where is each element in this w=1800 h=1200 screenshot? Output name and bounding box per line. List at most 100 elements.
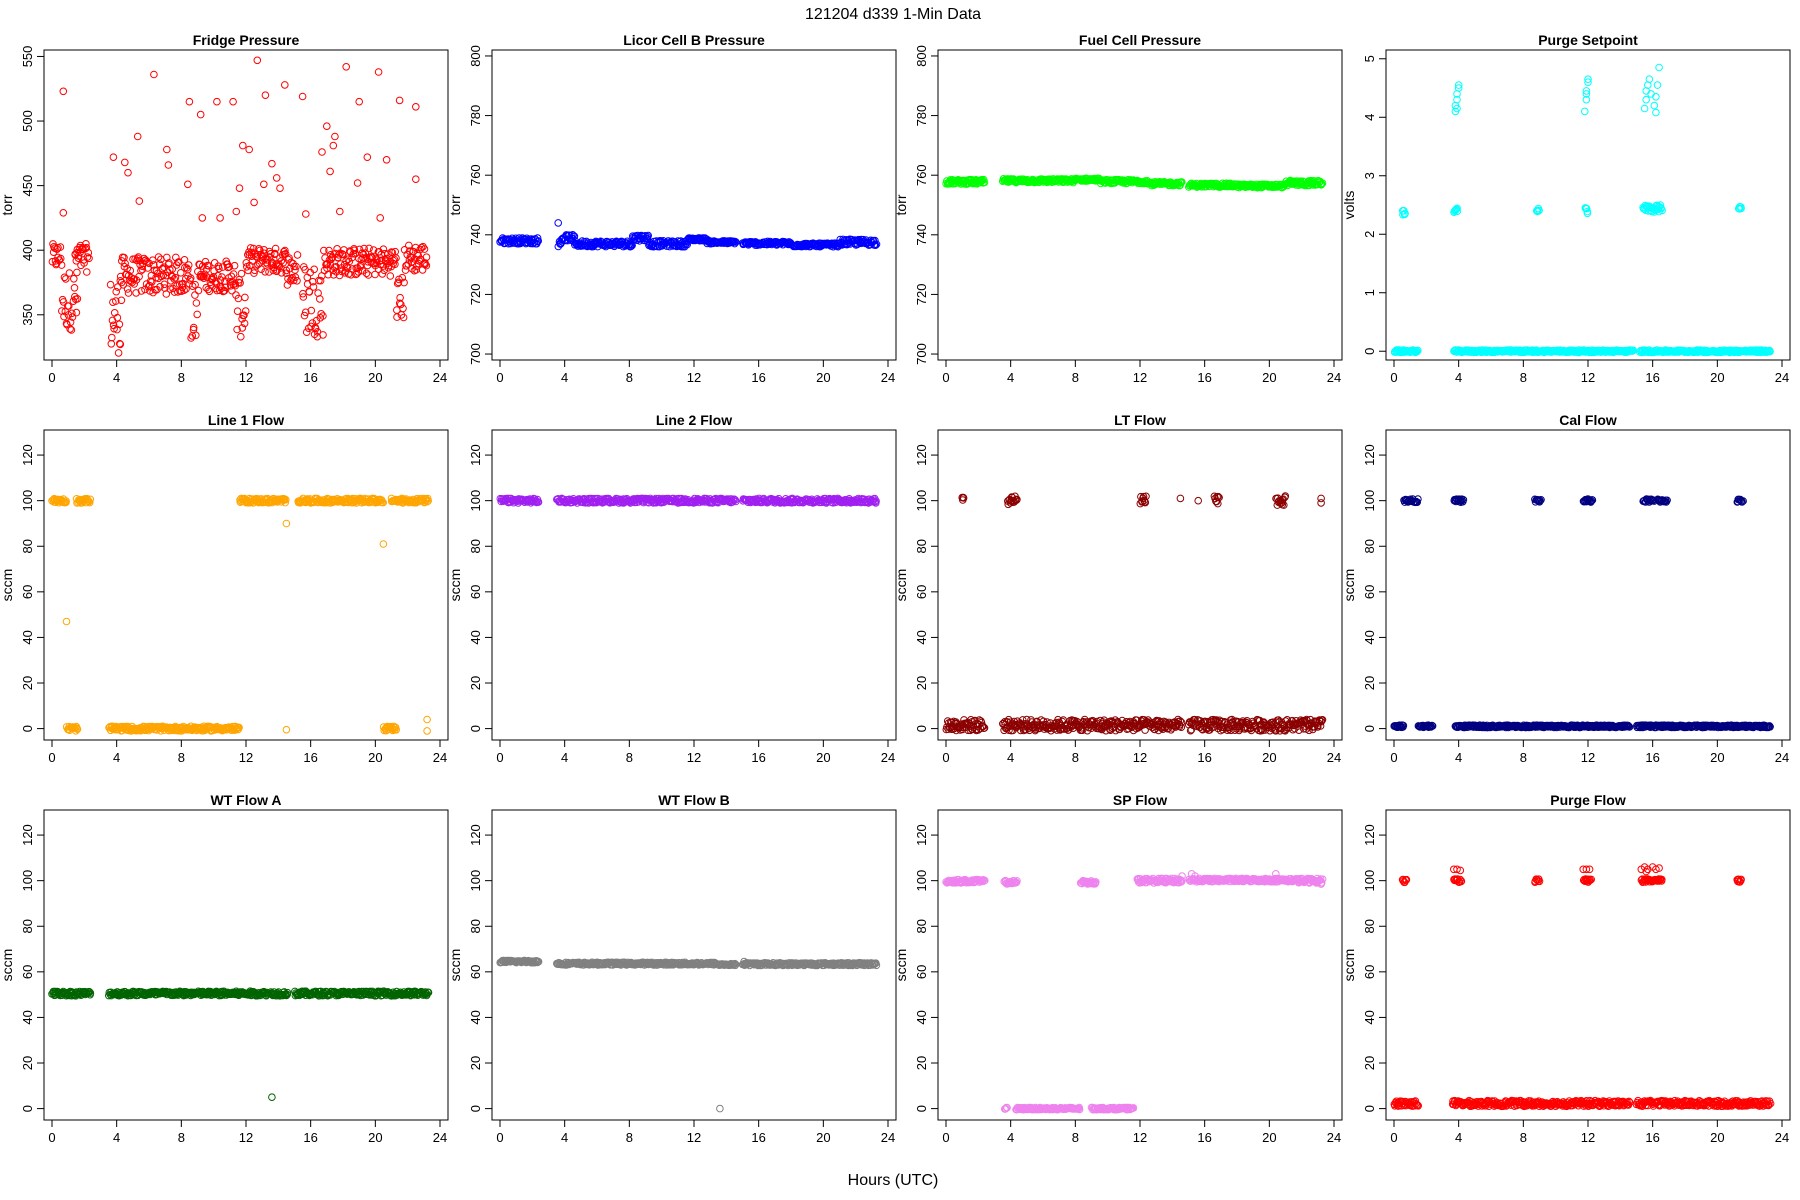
x-tick-label: 4 <box>1455 370 1462 385</box>
data-point <box>369 246 378 254</box>
data-point <box>64 311 73 319</box>
plot-frame <box>937 429 1343 741</box>
data-point <box>319 331 327 339</box>
x-tick-label: 24 <box>1327 750 1341 765</box>
x-tick-label: 4 <box>561 370 568 385</box>
data-point <box>291 266 299 274</box>
x-tick-label: 4 <box>561 750 568 765</box>
data-point <box>117 296 126 305</box>
y-tick-label: 120 <box>20 444 35 466</box>
data-points <box>1390 63 1774 357</box>
data-point <box>975 716 984 724</box>
x-tick-label: 16 <box>1197 750 1211 765</box>
data-point <box>70 275 78 283</box>
data-point <box>204 262 213 270</box>
data-point <box>1535 206 1543 215</box>
data-point <box>57 261 66 269</box>
data-point <box>154 253 163 261</box>
data-point <box>215 286 224 295</box>
data-point <box>265 268 273 276</box>
data-point <box>329 141 338 150</box>
data-point <box>1427 723 1435 731</box>
data-point <box>412 175 420 183</box>
y-tick-label: 40 <box>914 630 929 644</box>
data-point <box>290 262 298 271</box>
data-point <box>302 210 310 218</box>
data-point <box>1194 496 1202 505</box>
x-tick-label: 4 <box>1455 750 1462 765</box>
data-point <box>1454 81 1463 89</box>
data-point <box>182 274 190 283</box>
data-point <box>192 299 201 307</box>
x-tick-label: 20 <box>816 750 830 765</box>
data-point <box>260 180 268 189</box>
data-point <box>628 241 636 250</box>
data-point <box>135 197 144 205</box>
y-axis-label: sccm <box>0 569 15 602</box>
data-point <box>126 266 135 275</box>
data-point <box>1766 723 1774 731</box>
y-tick-label: 3 <box>1362 172 1377 179</box>
data-point <box>85 498 94 507</box>
data-point <box>73 725 82 734</box>
y-tick-label: 700 <box>468 343 483 365</box>
data-point <box>184 261 193 269</box>
data-point <box>1281 492 1290 500</box>
data-point <box>235 723 243 732</box>
x-tick-label: 12 <box>1133 750 1147 765</box>
x-tick-label: 12 <box>239 370 253 385</box>
data-point <box>1027 718 1036 726</box>
data-point <box>379 498 388 507</box>
x-tick-label: 20 <box>368 750 382 765</box>
data-point <box>55 256 64 264</box>
data-point <box>323 122 331 130</box>
y-tick-label: 80 <box>1362 539 1377 553</box>
data-point <box>1625 722 1633 731</box>
data-point <box>305 288 314 296</box>
data-point <box>1317 180 1326 188</box>
y-tick-label: 1 <box>1362 289 1377 296</box>
data-point <box>221 283 230 292</box>
data-point <box>220 286 229 295</box>
data-point <box>132 289 140 297</box>
data-point <box>980 178 989 187</box>
data-point <box>298 92 307 101</box>
y-tick-label: 800 <box>914 45 929 67</box>
data-point <box>83 253 92 261</box>
y-tick-label: 100 <box>1362 490 1377 512</box>
data-point <box>1318 716 1327 724</box>
data-point <box>225 263 234 271</box>
y-tick-label: 450 <box>20 175 35 197</box>
data-point <box>554 219 563 227</box>
data-point <box>1191 716 1199 724</box>
data-point <box>1653 81 1662 89</box>
data-point <box>363 253 371 262</box>
data-point <box>70 284 79 292</box>
data-point <box>1459 496 1468 504</box>
data-point <box>355 97 364 106</box>
data-point <box>160 280 169 289</box>
data-point <box>245 145 253 154</box>
data-point <box>1315 178 1324 187</box>
data-point <box>271 249 279 258</box>
data-point <box>423 497 431 506</box>
data-point <box>215 264 223 273</box>
panel-title: Purge Setpoint <box>1538 32 1638 48</box>
data-point <box>1642 95 1650 104</box>
data-point <box>959 494 968 502</box>
data-point <box>56 243 65 251</box>
data-point <box>72 257 81 265</box>
data-point <box>325 246 333 255</box>
data-point <box>74 254 83 263</box>
data-point <box>1400 210 1409 219</box>
panel-title: Line 2 Flow <box>656 412 732 428</box>
y-axis-label: sccm <box>447 569 463 602</box>
data-point <box>534 237 543 245</box>
data-point <box>293 251 302 259</box>
panel-title: Line 1 Flow <box>208 412 284 428</box>
y-tick-label: 0 <box>1362 725 1377 732</box>
data-points <box>48 494 433 735</box>
data-point <box>250 269 258 277</box>
data-point <box>1453 207 1462 215</box>
